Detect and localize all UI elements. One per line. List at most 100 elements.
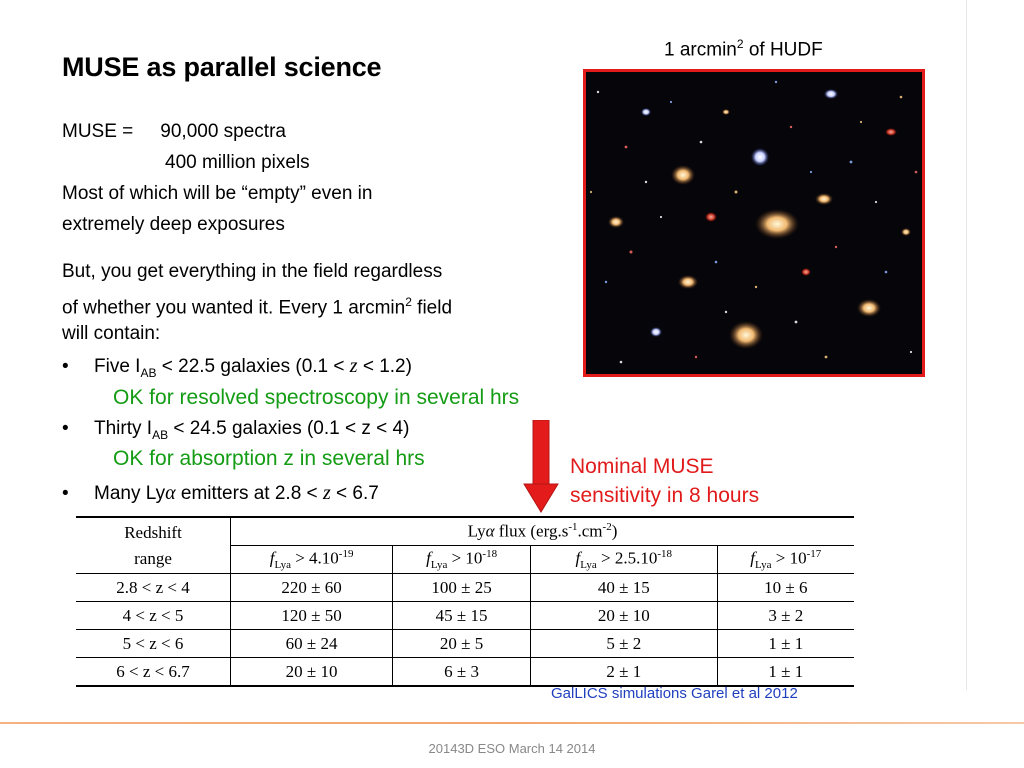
alpha-symbol: α [485, 521, 495, 541]
table-row: 2.8 < z < 4 220 ± 60 100 ± 25 40 ± 15 10… [76, 573, 854, 602]
simulation-credit: GalLICS simulations Garel et al 2012 [551, 685, 798, 702]
spectra-count: 90,000 spectra [160, 121, 286, 142]
header-text: .cm [577, 521, 603, 541]
caption-text-end: of HUDF [743, 39, 823, 61]
table-row: 4 < z < 5 120 ± 50 45 ± 15 20 ± 10 3 ± 2 [76, 601, 854, 630]
flux-exp: -18 [482, 547, 498, 560]
bullet-text: < 24.5 galaxies (0.1 < z < 4) [168, 418, 410, 439]
redshift-range-header: Redshift range [76, 516, 231, 574]
bullet-dot: • [62, 418, 69, 439]
count-cell: 1 ± 1 [716, 657, 854, 687]
para-line-2: of whether you wanted it. Every 1 arcmin… [62, 287, 452, 323]
slide-footer: 20143D ESO March 14 2014 [428, 741, 596, 756]
bullet-text: Five I [94, 356, 141, 377]
lya-counts-table: Redshift range Lyα flux (erg.s-1.cm-2) f… [76, 516, 854, 687]
header-text: ) [611, 521, 618, 541]
bullet-text: Many Ly [94, 483, 166, 504]
range-cell: 2.8 < z < 4 [76, 573, 231, 602]
alpha-symbol: α [165, 482, 176, 504]
flux-sub: Lya [755, 559, 772, 572]
flux-exp: -19 [338, 547, 354, 560]
para-line-2-end: field [411, 297, 453, 319]
slide-title: MUSE as parallel science [62, 52, 382, 82]
bullet-lya-emitters: • Many Lyα emitters at 2.8 < z < 6.7 [62, 482, 379, 505]
bullet-sub: AB [140, 365, 157, 380]
count-cell: 2 ± 1 [530, 657, 718, 687]
count-cell: 3 ± 2 [716, 601, 854, 630]
bullet-faint-galaxies: • Thirty IAB < 24.5 galaxies (0.1 < z < 4… [62, 418, 409, 442]
table-header-row: Redshift range Lyα flux (erg.s-1.cm-2) [76, 516, 854, 574]
table-row: 6 < z < 6.7 20 ± 10 6 ± 3 2 ± 1 1 ± 1 [76, 657, 854, 687]
flux-symbol: f [426, 548, 431, 568]
table-row: 5 < z < 6 60 ± 24 20 ± 5 5 ± 2 1 ± 1 [76, 629, 854, 658]
para-line-1: But, you get everything in the field reg… [62, 261, 443, 282]
header-text: flux (erg.s [494, 521, 569, 541]
count-cell: 6 ± 3 [392, 657, 531, 687]
count-cell: 5 ± 2 [530, 629, 718, 658]
faint-sources [589, 80, 918, 364]
footer-divider [0, 722, 1024, 724]
header-text: Ly [467, 521, 486, 541]
flux-exp: -17 [806, 547, 822, 560]
bullet-sub: AB [152, 427, 169, 442]
para-line-2-text: of whether you wanted it. Every 1 arcmin [62, 297, 406, 319]
count-cell: 120 ± 50 [229, 601, 394, 630]
note-absorption-redshift: OK for absorption z in several hrs [113, 447, 425, 470]
count-cell: 1 ± 1 [716, 629, 854, 658]
threshold-cell: fLya > 4.10-19 [229, 545, 394, 574]
flux-threshold: > 10 [771, 548, 807, 568]
range-cell: 4 < z < 5 [76, 601, 231, 630]
count-cell: 20 ± 5 [392, 629, 531, 658]
threshold-row: fLya > 4.10-19 fLya > 10-18 fLya > 2.5.1… [76, 545, 854, 574]
header-text: Redshift [124, 522, 182, 542]
galaxies [608, 89, 911, 349]
arrow-down-icon [523, 420, 559, 513]
flux-symbol: f [750, 548, 756, 568]
redshift-symbol: z [349, 355, 358, 377]
count-cell: 100 ± 25 [392, 573, 531, 602]
image-caption: 1 arcmin2 of HUDF [664, 37, 823, 61]
range-cell: 5 < z < 6 [76, 629, 231, 658]
threshold-cell: fLya > 10-18 [392, 545, 531, 574]
caption-text: 1 arcmin [664, 39, 737, 61]
bullet-bright-galaxies: • Five IAB < 22.5 galaxies (0.1 < z < 1.2… [62, 355, 412, 380]
flux-threshold: > 2.5.10 [596, 548, 658, 568]
header-text: range [134, 548, 172, 568]
count-cell: 60 ± 24 [229, 629, 394, 658]
intro-line-4: extremely deep exposures [62, 214, 285, 235]
flux-threshold: > 10 [447, 548, 483, 568]
bullet-text: Thirty I [94, 418, 153, 439]
count-cell: 20 ± 10 [530, 601, 718, 630]
redshift-symbol: z [322, 482, 331, 504]
bullet-text: < 1.2) [357, 356, 412, 377]
annotation-line-2: sensitivity in 8 hours [570, 484, 760, 507]
bullet-text: < 6.7 [330, 483, 379, 504]
flux-symbol: f [575, 548, 581, 568]
count-cell: 40 ± 15 [530, 573, 718, 602]
para-line-2-sup: 2 [405, 295, 412, 309]
caption-sup: 2 [736, 37, 744, 51]
flux-symbol: f [269, 548, 275, 568]
para-line-3: will contain: [62, 323, 161, 344]
header-sup: -2 [602, 521, 612, 534]
count-cell: 45 ± 15 [392, 601, 531, 630]
count-cell: 220 ± 60 [229, 573, 394, 602]
flux-header: Lyα flux (erg.s-1.cm-2) [230, 516, 854, 546]
bullet-dot: • [62, 356, 69, 377]
annotation-line-1: Nominal MUSE [570, 455, 714, 478]
bullet-text: emitters at 2.8 < [175, 483, 323, 504]
flux-threshold: > 4.10 [290, 548, 339, 568]
hudf-galaxy-field [586, 72, 922, 374]
threshold-cell: fLya > 10-17 [716, 545, 854, 574]
pixel-count: 400 million pixels [165, 152, 310, 173]
count-cell: 20 ± 10 [229, 657, 394, 687]
note-resolved-spectroscopy: OK for resolved spectroscopy in several … [113, 386, 520, 409]
intro-line-3: Most of which will be “empty” even in [62, 183, 373, 204]
bullet-text: < 22.5 galaxies (0.1 < [156, 356, 350, 377]
threshold-cell: fLya > 2.5.10-18 [530, 545, 718, 574]
flux-sub: Lya [274, 559, 291, 572]
range-cell: 6 < z < 6.7 [76, 657, 231, 687]
count-cell: 10 ± 6 [716, 573, 854, 602]
intro-line-1: MUSE = 90,000 spectra [62, 116, 286, 147]
flux-exp: -18 [657, 547, 673, 560]
